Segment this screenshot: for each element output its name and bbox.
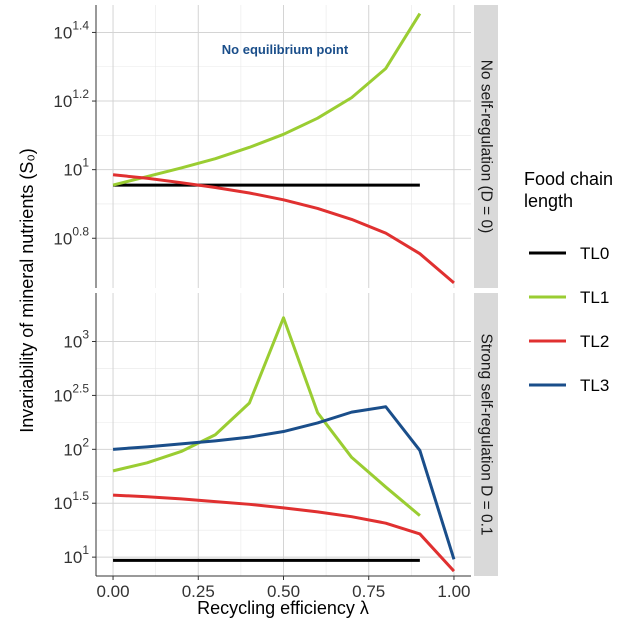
panel-top-strip [474, 5, 498, 288]
panel-top: No equilibrium point 100.8101101.2101.4 … [53, 5, 498, 288]
y-tick-base: 10 [53, 92, 72, 111]
y-tick-base: 10 [53, 386, 72, 405]
x-tick-label: 0.75 [352, 582, 385, 601]
panel-bottom-grid [96, 293, 471, 576]
legend-label-tl3: TL3 [580, 376, 609, 395]
y-tick-label: 102 [63, 435, 89, 459]
y-tick-label: 100.8 [53, 224, 89, 248]
series-line-tl3 [112, 405, 456, 560]
series-line-tl1 [112, 12, 422, 187]
x-tick-label: 0.25 [182, 582, 215, 601]
panel-bottom-strip-label: Strong self-regulation D = 0.1 [478, 333, 495, 535]
y-tick-label: 102.5 [53, 381, 89, 405]
panel-top-annotation: No equilibrium point [222, 42, 349, 57]
y-axis-title: Invariability of mineral nutrients (S₀) [17, 148, 37, 433]
series-line-tl1 [112, 316, 421, 517]
series-line-tl2 [112, 173, 455, 284]
y-tick-label: 101.2 [53, 87, 89, 111]
legend-title-line-2: length [524, 191, 573, 211]
series-line-tl2 [112, 493, 456, 573]
y-tick-exponent: 1.5 [72, 489, 89, 503]
y-tick-label: 103 [63, 328, 89, 352]
y-tick-exponent: 3 [82, 328, 89, 342]
y-tick-base: 10 [53, 494, 72, 513]
y-tick-base: 10 [53, 229, 72, 248]
y-tick-base: 10 [63, 161, 82, 180]
y-tick-exponent: 2.5 [72, 381, 89, 395]
y-tick-label: 101 [63, 543, 89, 567]
y-tick-label: 101.5 [53, 489, 89, 513]
x-tick-label: 0.00 [96, 582, 129, 601]
y-tick-label: 101 [63, 156, 89, 180]
y-tick-base: 10 [63, 440, 82, 459]
panel-bottom-strip [474, 293, 498, 576]
y-tick-exponent: 1.4 [72, 18, 89, 32]
legend-label-tl0: TL0 [580, 244, 609, 263]
y-tick-label: 101.4 [53, 18, 89, 42]
panel-bottom-series [112, 316, 456, 573]
legend-title-line-1: Food chain [524, 169, 613, 189]
x-axis-title: Recycling efficiency λ [197, 598, 369, 618]
y-tick-exponent: 1.2 [72, 87, 89, 101]
y-tick-exponent: 2 [82, 435, 89, 449]
x-tick-label: 0.50 [267, 582, 300, 601]
x-tick-label: 1.00 [437, 582, 470, 601]
legend: Food chain length TL0 TL1 TL2 TL3 [524, 169, 618, 395]
legend-label-tl1: TL1 [580, 288, 609, 307]
x-axis-ticks: 0.00 0.25 0.50 0.75 1.00 [96, 576, 471, 601]
y-tick-exponent: 0.8 [72, 224, 89, 238]
legend-label-tl2: TL2 [580, 332, 609, 351]
y-tick-exponent: 1 [82, 543, 89, 557]
panel-top-strip-label: No self-regulation (D = 0) [478, 60, 495, 234]
legend-entries: TL0 TL1 TL2 TL3 [529, 244, 609, 395]
legend-title: Food chain length [524, 169, 618, 211]
y-tick-base: 10 [53, 23, 72, 42]
y-tick-base: 10 [63, 333, 82, 352]
panel-top-series [112, 12, 455, 284]
y-tick-exponent: 1 [82, 156, 89, 170]
y-tick-base: 10 [63, 548, 82, 567]
